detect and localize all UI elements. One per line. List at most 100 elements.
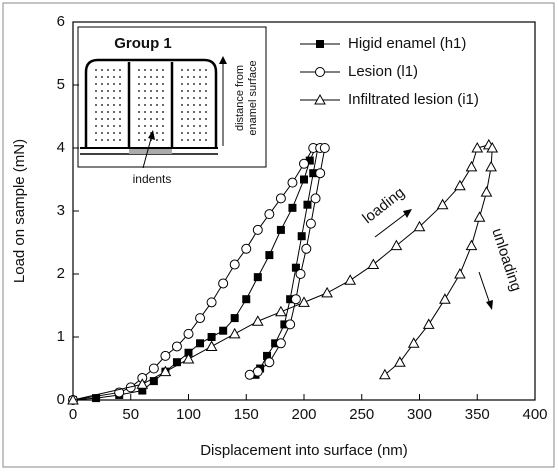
dot [144, 97, 146, 99]
dot [187, 132, 189, 134]
dot [113, 97, 115, 99]
dot [199, 104, 201, 106]
marker [148, 363, 159, 374]
marker [486, 141, 499, 153]
dot [187, 139, 189, 141]
dot [181, 111, 183, 113]
dot [193, 132, 195, 134]
dot [150, 83, 152, 85]
x-tick-label: 0 [69, 406, 77, 423]
marker [301, 243, 312, 254]
dot [162, 97, 164, 99]
dot [107, 76, 109, 78]
dot [156, 90, 158, 92]
marker [67, 393, 79, 405]
inset: Group 1 distance from enamel surface ind… [77, 26, 267, 186]
marker [295, 269, 306, 279]
dot [144, 76, 146, 78]
dot [113, 69, 115, 71]
marker [276, 225, 285, 234]
marker [310, 193, 321, 204]
marker [299, 158, 309, 169]
marker [219, 326, 228, 335]
dot [162, 125, 164, 127]
marker [196, 339, 205, 348]
marker [136, 378, 149, 389]
dot [199, 118, 201, 120]
dot [101, 118, 103, 120]
marker [195, 313, 206, 324]
arrow-head [403, 209, 412, 218]
dot [156, 118, 158, 120]
annotation-arrow [478, 271, 491, 305]
marker [413, 220, 426, 232]
y-tick-label: 1 [57, 328, 65, 345]
marker [149, 377, 158, 386]
dot [193, 76, 195, 78]
dot [205, 132, 207, 134]
dot [95, 76, 97, 78]
x-tick-label: 150 [234, 406, 259, 423]
x-tick-label: 200 [291, 406, 316, 423]
dot [156, 139, 158, 141]
marker [138, 386, 147, 395]
series-line [72, 147, 319, 401]
dot [156, 104, 158, 106]
marker [275, 338, 286, 349]
dot [107, 97, 109, 99]
marker [309, 169, 318, 178]
dot [205, 97, 207, 99]
dot [181, 83, 183, 85]
dot [199, 76, 201, 78]
dot [119, 139, 121, 141]
x-tick-label: 50 [122, 406, 139, 423]
y-tick-label: 4 [57, 139, 65, 156]
series-line [72, 147, 326, 401]
dot [119, 97, 121, 99]
marker [321, 286, 333, 298]
dot [150, 76, 152, 78]
marker [252, 224, 263, 235]
dot [193, 69, 195, 71]
dot [101, 125, 103, 127]
marker [172, 358, 181, 367]
annotation-arrow [374, 211, 409, 238]
dot [107, 118, 109, 120]
dot [181, 97, 183, 99]
marker [242, 295, 251, 304]
dot [107, 132, 109, 134]
dot [101, 139, 103, 141]
y-tick-label: 6 [57, 13, 65, 30]
pointer-arrow [142, 134, 153, 169]
dot [181, 132, 183, 134]
marker [465, 239, 478, 251]
marker [436, 198, 449, 210]
marker [422, 318, 435, 329]
dot [113, 76, 115, 78]
dot [193, 118, 195, 120]
marker [379, 368, 391, 380]
dot [193, 83, 195, 85]
marker [394, 356, 406, 367]
dot [150, 111, 152, 113]
dot [119, 132, 121, 134]
marker [454, 267, 466, 279]
dot [181, 139, 183, 141]
dot [156, 125, 158, 127]
marker [305, 156, 314, 165]
marker [160, 350, 171, 361]
marker [207, 333, 216, 341]
dot [162, 139, 164, 141]
dot [205, 111, 207, 113]
dot [181, 90, 183, 92]
outer-frame [2, 2, 555, 468]
dot [187, 76, 189, 78]
dot [150, 69, 152, 71]
side-label: distance from [234, 65, 246, 131]
legend-marker [315, 67, 325, 77]
x-tick-label: 250 [349, 406, 374, 423]
dot [138, 90, 140, 92]
y-tick-label: 5 [57, 76, 65, 93]
dot [138, 83, 140, 85]
